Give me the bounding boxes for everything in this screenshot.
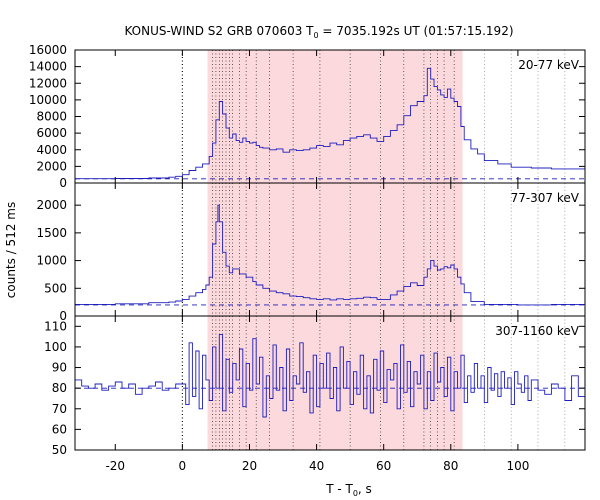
- x-tick-label-4: 60: [376, 459, 391, 473]
- y-tick-label-panel-2-3: 1500: [36, 226, 67, 240]
- y-tick-label-panel-1-3: 6000: [36, 126, 67, 140]
- panel-energy-label-3: 307-1160 keV: [495, 324, 579, 338]
- shaded-interval: [207, 50, 463, 450]
- series-panel-2: [75, 204, 586, 306]
- panel-frame-3: [74, 315, 586, 451]
- y-tick-label-panel-2-2: 1000: [36, 254, 67, 268]
- y-tick-label-panel-1-8: 16000: [29, 43, 67, 57]
- y-tick-label-panel-3-2: 70: [52, 402, 67, 416]
- y-tick-label-panel-1-5: 10000: [29, 93, 67, 107]
- chart-title-subscript: 0: [314, 31, 319, 40]
- y-tick-label-panel-3-5: 100: [44, 340, 67, 354]
- x-tick-label-5: 80: [443, 459, 458, 473]
- y-tick-label-panel-1-2: 4000: [36, 143, 67, 157]
- y-tick-label-panel-3-3: 80: [52, 381, 67, 395]
- y-tick-label-panel-1-6: 12000: [29, 76, 67, 90]
- chart-title-main: KONUS-WIND S2 GRB 070603 T: [124, 24, 314, 38]
- x-tick-label-1: 0: [179, 459, 187, 473]
- x-tick-label-2: 20: [242, 459, 257, 473]
- x-tick-label-6: 100: [506, 459, 529, 473]
- y-tick-label-panel-3-0: 50: [52, 443, 67, 457]
- y-tick-label-panel-3-4: 90: [52, 361, 67, 375]
- y-tick-label-panel-1-0: 0: [59, 176, 67, 190]
- y-tick-label-panel-2-4: 2000: [36, 198, 67, 212]
- y-tick-label-panel-1-7: 14000: [29, 60, 67, 74]
- x-axis-label: T - T0, s: [325, 482, 372, 498]
- x-tick-label-3: 40: [309, 459, 324, 473]
- y-axis-label: counts / 512 ms: [4, 202, 18, 298]
- panel-energy-label-2: 77-307 keV: [511, 191, 580, 205]
- y-tick-label-panel-1-1: 2000: [36, 159, 67, 173]
- y-tick-label-panel-3-1: 60: [52, 422, 67, 436]
- x-tick-label-0: -20: [105, 459, 125, 473]
- y-tick-label-panel-3-6: 110: [44, 319, 67, 333]
- panel-energy-label-1: 20-77 keV: [518, 58, 580, 72]
- series-panel-3: [75, 334, 586, 418]
- series-panel-1: [75, 67, 586, 180]
- y-tick-label-panel-2-1: 500: [44, 281, 67, 295]
- chart-title-rest: = 7035.192s UT (01:57:15.192): [319, 24, 514, 38]
- y-tick-label-panel-1-4: 8000: [36, 110, 67, 124]
- x-axis-label-main: T - T: [325, 482, 353, 496]
- y-tick-label-panel-2-0: 0: [59, 309, 67, 323]
- x-axis-label-unit: , s: [358, 482, 372, 496]
- x-axis-label-subscript: 0: [353, 489, 358, 498]
- chart-title: KONUS-WIND S2 GRB 070603 T0 = 7035.192s …: [124, 24, 513, 40]
